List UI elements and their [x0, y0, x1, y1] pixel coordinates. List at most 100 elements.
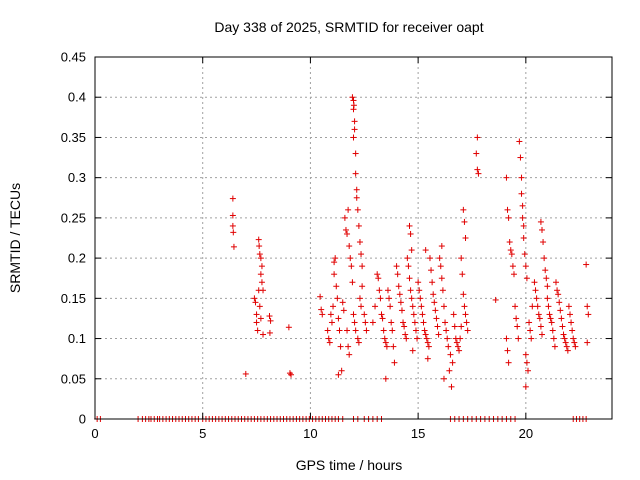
data-point	[339, 299, 346, 306]
data-point	[513, 315, 520, 322]
data-point	[503, 335, 510, 342]
data-point	[230, 229, 237, 236]
data-point	[450, 311, 457, 318]
data-point	[406, 275, 413, 282]
data-point	[358, 303, 365, 310]
data-point	[340, 307, 347, 314]
data-point	[464, 327, 471, 334]
data-point	[384, 287, 391, 294]
data-point	[563, 343, 570, 350]
data-point	[543, 275, 550, 282]
y-tick-label: 0.2	[68, 251, 86, 266]
data-point	[492, 296, 499, 303]
data-point	[459, 271, 466, 278]
data-point	[411, 319, 418, 326]
data-point	[566, 311, 573, 318]
data-point	[537, 218, 544, 225]
data-point	[417, 295, 424, 302]
data-point	[409, 303, 416, 310]
data-point	[402, 331, 409, 338]
data-point	[439, 287, 446, 294]
data-point	[522, 263, 529, 270]
data-point	[537, 323, 544, 330]
data-point	[258, 263, 265, 270]
data-point	[352, 150, 359, 157]
data-point	[424, 339, 431, 346]
data-point	[342, 226, 349, 233]
axis-ticks: 0 0.05 0.1 0.15 0.2 0.25 0.3 0.35 0.4 0.45 0 5 10 15 2…	[61, 50, 612, 441]
data-point	[253, 319, 260, 326]
data-point	[346, 243, 353, 250]
y-tick-label: 0.4	[68, 90, 86, 105]
data-point	[406, 222, 413, 229]
data-point	[285, 324, 292, 331]
data-point	[345, 343, 352, 350]
data-point	[538, 331, 545, 338]
data-point	[565, 303, 572, 310]
data-point	[341, 214, 348, 221]
data-point	[416, 287, 423, 294]
data-point	[257, 255, 264, 262]
x-tick-label: 0	[91, 426, 98, 441]
data-point	[412, 327, 419, 334]
data-point	[518, 190, 525, 197]
y-tick-label: 0.35	[61, 130, 86, 145]
data-point	[533, 295, 540, 302]
data-point	[550, 335, 557, 342]
data-point	[428, 267, 435, 274]
data-point	[585, 311, 592, 318]
x-tick-label: 5	[199, 426, 206, 441]
data-point	[350, 134, 357, 141]
data-point	[460, 206, 467, 213]
data-point	[436, 255, 443, 262]
data-point	[430, 291, 437, 298]
data-point	[474, 166, 481, 173]
data-point	[546, 311, 553, 318]
data-point	[229, 212, 236, 219]
data-point	[318, 306, 325, 313]
data-point	[423, 335, 430, 342]
data-point	[393, 263, 400, 270]
data-point	[517, 154, 524, 161]
data-point	[534, 303, 541, 310]
data-point	[421, 327, 428, 334]
data-point	[449, 359, 456, 366]
data-point	[351, 126, 358, 133]
data-point	[523, 275, 530, 282]
data-point	[541, 255, 548, 262]
data-point	[521, 251, 528, 258]
data-point	[446, 367, 453, 374]
data-point	[516, 138, 523, 145]
data-point	[504, 206, 511, 213]
data-point	[359, 263, 366, 270]
data-point	[400, 319, 407, 326]
data-point	[514, 323, 521, 330]
data-point	[331, 259, 338, 266]
y-tick-label: 0.45	[61, 50, 86, 65]
data-point	[542, 267, 549, 274]
data-point	[386, 295, 393, 302]
data-point	[424, 355, 431, 362]
data-point	[374, 271, 381, 278]
data-point	[379, 315, 386, 322]
data-point	[554, 287, 561, 294]
data-point	[328, 319, 335, 326]
data-point	[510, 271, 517, 278]
data-point	[557, 307, 564, 314]
data-point	[569, 327, 576, 334]
data-point	[336, 327, 343, 334]
data-point	[355, 222, 362, 229]
data-point	[519, 214, 526, 221]
data-point	[519, 202, 526, 209]
data-point	[432, 307, 439, 314]
data-point	[375, 275, 382, 282]
data-point	[255, 236, 262, 243]
data-point	[547, 315, 554, 322]
data-point	[383, 343, 390, 350]
data-point	[349, 279, 356, 286]
data-point	[405, 263, 412, 270]
data-point	[358, 251, 365, 258]
data-point	[456, 347, 463, 354]
data-point	[354, 335, 361, 342]
data-point	[555, 291, 562, 298]
